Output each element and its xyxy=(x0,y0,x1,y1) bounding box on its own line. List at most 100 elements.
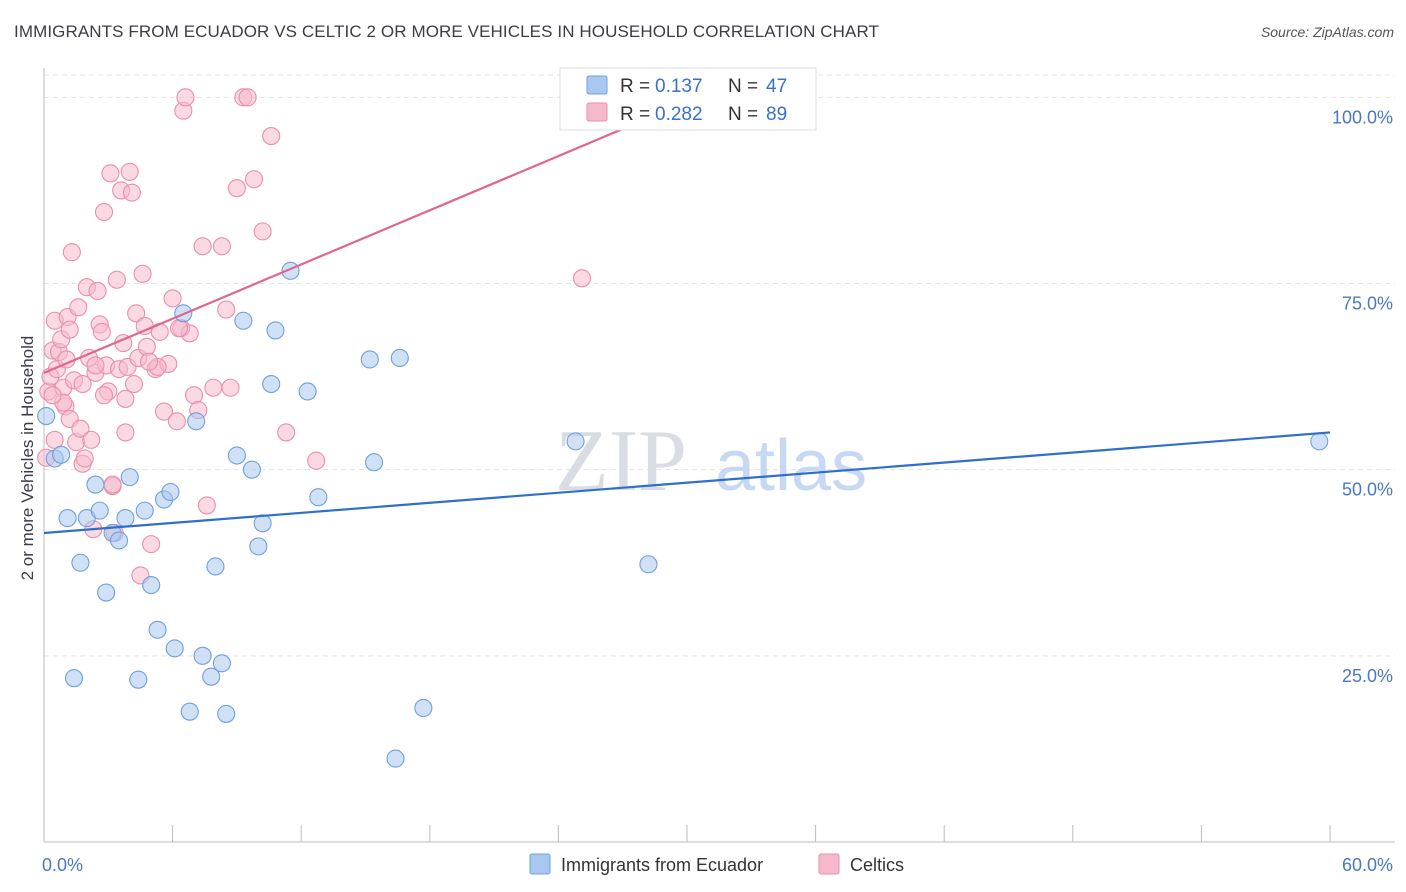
y-axis-label: 2 or more Vehicles in Household xyxy=(18,336,37,581)
ecuador-point-14 xyxy=(129,670,148,689)
y-tick-label-75: 75.0% xyxy=(1342,294,1393,314)
ecuador-point-27 xyxy=(212,654,231,673)
ecuador-point-45 xyxy=(639,555,658,574)
celtics-point-84 xyxy=(43,386,62,405)
ecuador-point-24 xyxy=(193,646,212,665)
celtics-point-74 xyxy=(307,451,326,470)
x-tick-label-60: 60.0% xyxy=(1342,855,1393,875)
celtics-point-49 xyxy=(142,535,161,554)
y-tick-label-50: 50.0% xyxy=(1342,480,1393,500)
celtics-point-60 xyxy=(184,386,204,405)
watermark: ZIP atlas xyxy=(555,413,867,510)
celtics-point-17 xyxy=(71,419,90,438)
ecuador-point-13 xyxy=(120,468,139,487)
celtics-trend-line xyxy=(43,96,699,374)
stats-legend: R = 0.137 N = 47 R = 0.282 N = 89 xyxy=(559,67,817,131)
ecuador-point-42 xyxy=(390,348,409,368)
celtics-point-22 xyxy=(82,430,101,449)
ecuador-point-11 xyxy=(109,531,129,550)
ecuador-point-28 xyxy=(217,704,236,723)
celtics-point-88 xyxy=(139,352,159,371)
ecuador-point-41 xyxy=(386,749,405,768)
chart-title: IMMIGRANTS FROM ECUADOR VS CELTIC 2 OR M… xyxy=(14,22,880,41)
legend-n-label-pink: N = xyxy=(728,104,758,125)
y-tick-label-100: 100.0% xyxy=(1332,107,1393,127)
celtics-point-19 xyxy=(75,449,94,468)
ecuador-point-17 xyxy=(148,620,167,639)
source-label: Source: ZipAtlas.com xyxy=(1260,24,1394,40)
ecuador-point-32 xyxy=(249,537,268,556)
celtics-point-58 xyxy=(176,88,195,107)
ecuador-point-43 xyxy=(414,698,433,718)
celtics-point-40 xyxy=(120,162,139,181)
ecuador-point-23 xyxy=(187,412,206,431)
ecuador-point-25 xyxy=(202,667,221,686)
celtics-point-80 xyxy=(103,475,122,494)
y-tick-label-25: 25.0% xyxy=(1342,666,1393,686)
ecuador-point-19 xyxy=(161,482,180,502)
celtics-point-86 xyxy=(116,423,135,442)
watermark-atlas: atlas xyxy=(715,426,867,506)
series-legend-swatch-celtics xyxy=(818,853,840,875)
ecuador-point-38 xyxy=(309,488,328,507)
legend-n-label-blue: N = xyxy=(728,76,758,97)
celtics-point-13 xyxy=(62,243,81,262)
celtics-point-41 xyxy=(122,183,141,202)
ecuador-point-0 xyxy=(37,407,56,426)
legend-swatch-blue xyxy=(586,75,608,95)
grid-layer xyxy=(44,74,1395,657)
celtics-point-65 xyxy=(217,300,236,319)
celtics-point-62 xyxy=(193,237,212,256)
celtics-point-66 xyxy=(221,378,240,397)
celtics-point-64 xyxy=(212,237,231,256)
celtics-point-34 xyxy=(107,270,126,289)
celtics-point-52 xyxy=(154,402,174,421)
ecuador-point-30 xyxy=(234,311,253,330)
celtics-point-78 xyxy=(60,320,79,339)
ecuador-point-26 xyxy=(206,557,225,576)
ecuador-point-2 xyxy=(52,445,71,464)
legend-n-value-pink: 89 xyxy=(766,104,787,125)
legend-swatch-pink xyxy=(586,102,608,122)
ecuador-point-8 xyxy=(90,501,109,520)
celtics-point-31 xyxy=(101,164,120,183)
trend-lines xyxy=(43,96,1331,535)
ecuador-point-4 xyxy=(64,669,84,688)
celtics-point-25 xyxy=(88,281,107,301)
watermark-zip: ZIP xyxy=(555,413,687,510)
celtics-point-87 xyxy=(204,378,223,397)
series-legend: Immigrants from Ecuador Celtics xyxy=(529,853,904,875)
celtics-point-71 xyxy=(253,222,272,241)
celtics-point-76 xyxy=(45,430,64,449)
celtics-point-70 xyxy=(244,170,264,189)
ecuador-point-12 xyxy=(116,509,135,528)
tick-labels: 25.0% 50.0% 75.0% 100.0% 0.0% 60.0% xyxy=(42,107,1393,875)
legend-n-value-blue: 47 xyxy=(766,76,787,97)
celtics-point-72 xyxy=(262,127,281,146)
celtics-point-82 xyxy=(169,319,189,338)
ecuador-trend-line xyxy=(43,431,1331,535)
ecuador-point-16 xyxy=(142,576,161,595)
ecuador-point-15 xyxy=(135,501,154,520)
celtics-point-63 xyxy=(197,496,216,515)
celtics-point-27 xyxy=(92,322,111,341)
series-legend-label-celtics: Celtics xyxy=(850,855,904,875)
celtics-point-16 xyxy=(69,298,88,317)
legend-r-value-blue: 0.137 xyxy=(655,76,703,97)
ecuador-point-34 xyxy=(262,374,281,394)
celtics-point-69 xyxy=(238,88,257,107)
ecuador-point-5 xyxy=(71,553,90,572)
legend-r-label-blue: R = xyxy=(620,76,650,97)
ecuador-point-20 xyxy=(165,639,184,658)
celtics-point-73 xyxy=(277,423,296,442)
ecuador-point-3 xyxy=(58,509,77,528)
ecuador-point-9 xyxy=(97,583,116,602)
celtics-point-83 xyxy=(73,374,92,394)
ecuador-point-31 xyxy=(242,460,261,479)
celtics-point-28 xyxy=(94,202,114,222)
celtics-point-75 xyxy=(572,269,592,288)
ecuador-point-7 xyxy=(86,475,105,494)
celtics-point-42 xyxy=(124,374,144,394)
series-ecuador-points xyxy=(37,261,1329,768)
